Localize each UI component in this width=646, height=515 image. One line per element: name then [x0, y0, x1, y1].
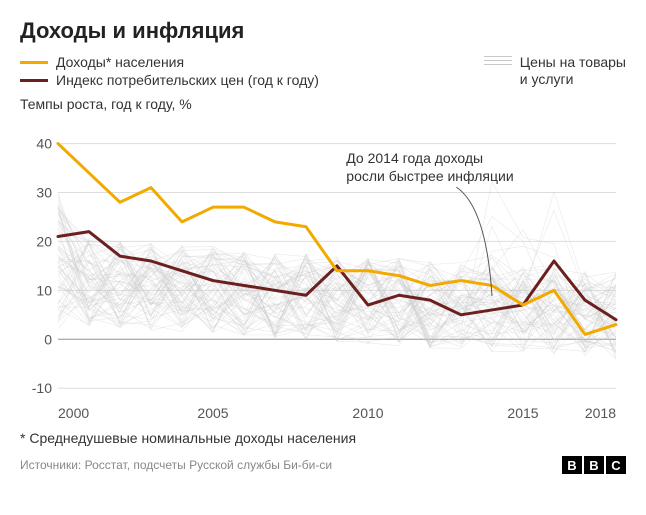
- line-chart-svg: -10 0 10 20 30 40 2000 2005 2010 2015 2018 До 2014 …: [20, 116, 626, 426]
- y-axis-title: Темпы роста, год к году, %: [20, 96, 626, 112]
- source-text: Источники: Росстат, подсчеты Русской слу…: [20, 458, 332, 472]
- chart-title: Доходы и инфляция: [20, 18, 626, 44]
- legend-item-background: Цены на товары и услуги: [484, 54, 626, 88]
- legend-item-cpi: Индекс потребительских цен (год к году): [20, 72, 484, 88]
- legend-left: Доходы* населения Индекс потребительских…: [20, 54, 484, 88]
- legend-swatch-cpi: [20, 79, 48, 82]
- svg-text:2018: 2018: [585, 405, 616, 421]
- svg-text:До 2014 года доходы: До 2014 года доходы: [346, 150, 483, 166]
- footnote: * Среднедушевые номинальные доходы насел…: [20, 430, 626, 446]
- svg-text:20: 20: [36, 233, 52, 249]
- svg-text:-10: -10: [32, 380, 52, 396]
- svg-text:10: 10: [36, 282, 52, 298]
- legend-label-cpi: Индекс потребительских цен (год к году): [56, 72, 319, 88]
- legend-label-background: Цены на товары и услуги: [520, 54, 626, 88]
- footer: Источники: Росстат, подсчеты Русской слу…: [20, 456, 626, 474]
- legend: Доходы* населения Индекс потребительских…: [20, 54, 626, 88]
- legend-item-income: Доходы* населения: [20, 54, 484, 70]
- svg-text:2010: 2010: [352, 405, 383, 421]
- bbc-logo-b1: B: [562, 456, 582, 474]
- bbc-logo-c: C: [606, 456, 626, 474]
- svg-text:2000: 2000: [58, 405, 89, 421]
- svg-text:40: 40: [36, 136, 52, 152]
- svg-text:2015: 2015: [507, 405, 538, 421]
- bbc-logo: B B C: [562, 456, 626, 474]
- plot-area: -10 0 10 20 30 40 2000 2005 2010 2015 2018 До 2014 …: [20, 116, 626, 426]
- svg-text:0: 0: [44, 331, 52, 347]
- legend-swatch-background: [484, 54, 512, 68]
- legend-swatch-income: [20, 61, 48, 64]
- bbc-logo-b2: B: [584, 456, 604, 474]
- svg-text:росли быстрее инфляции: росли быстрее инфляции: [346, 168, 513, 184]
- svg-text:30: 30: [36, 185, 52, 201]
- svg-text:2005: 2005: [197, 405, 228, 421]
- chart-container: Доходы и инфляция Доходы* населения Инде…: [0, 0, 646, 515]
- legend-label-income: Доходы* населения: [56, 54, 184, 70]
